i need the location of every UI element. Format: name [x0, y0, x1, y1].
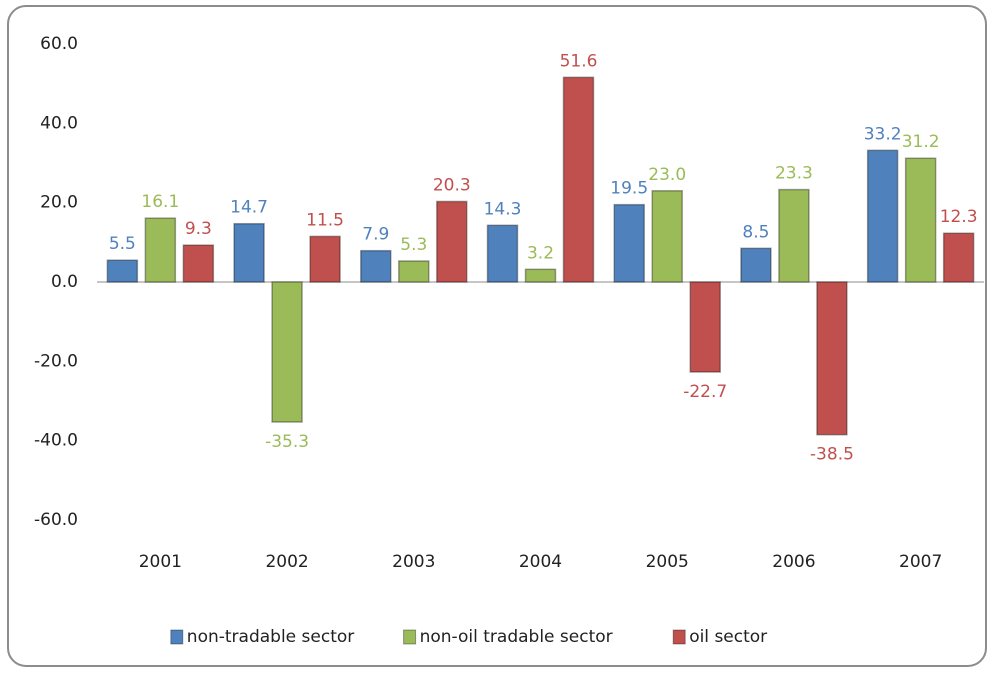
bar — [613, 203, 645, 283]
x-tick-label: 2004 — [519, 552, 562, 572]
y-tick-label: 40.0 — [40, 113, 78, 133]
value-label: -38.5 — [810, 445, 854, 465]
bar — [106, 259, 139, 283]
x-tick-label: 2001 — [139, 552, 182, 572]
bar — [398, 260, 430, 283]
value-label: -35.3 — [265, 432, 309, 452]
x-tick-label: 2007 — [899, 552, 942, 572]
bar — [486, 224, 519, 283]
value-label: 23.0 — [648, 165, 686, 185]
bar — [651, 190, 683, 283]
bar — [740, 247, 772, 283]
bar — [360, 249, 392, 283]
bar — [689, 281, 721, 373]
bar — [309, 235, 341, 283]
y-tick-label: -40.0 — [34, 431, 78, 451]
value-label: 19.5 — [610, 179, 648, 199]
x-tick-label: 2005 — [646, 552, 689, 572]
value-label: 14.3 — [484, 199, 522, 219]
value-label: 3.2 — [527, 243, 554, 263]
value-label: 20.3 — [433, 175, 471, 195]
x-tick-label: 2002 — [265, 552, 308, 572]
legend-swatch — [170, 629, 184, 645]
value-label: 31.2 — [902, 132, 940, 152]
y-tick-label: -20.0 — [34, 351, 78, 371]
y-tick-label: -60.0 — [34, 510, 78, 530]
bar — [233, 222, 265, 283]
legend-swatch — [672, 629, 686, 645]
value-label: 23.3 — [775, 164, 813, 184]
bar — [182, 244, 215, 283]
value-label: -22.7 — [683, 382, 727, 402]
x-tick-label: 2003 — [392, 552, 435, 572]
y-tick-label: 60.0 — [40, 34, 78, 54]
value-label: 16.1 — [141, 192, 179, 212]
value-label: 5.3 — [400, 235, 427, 255]
value-label: 14.7 — [230, 198, 268, 218]
bar — [524, 268, 557, 283]
bar — [436, 200, 468, 283]
bar — [816, 281, 848, 436]
bar — [942, 232, 975, 283]
value-label: 51.6 — [560, 51, 598, 71]
value-label: 9.3 — [185, 219, 212, 239]
value-label: 12.3 — [940, 207, 978, 227]
bar — [562, 76, 595, 283]
legend-label: non-tradable sector — [187, 627, 354, 647]
chart-border — [7, 5, 987, 667]
value-label: 33.2 — [864, 124, 902, 144]
value-label: 8.5 — [742, 222, 769, 242]
legend-swatch — [403, 629, 417, 645]
y-tick-label: 0.0 — [51, 272, 78, 292]
x-tick-label: 2006 — [772, 552, 815, 572]
bar — [271, 281, 303, 423]
legend-label: non-oil tradable sector — [420, 627, 613, 647]
bar — [904, 157, 937, 283]
value-label: 7.9 — [362, 225, 389, 245]
bar — [866, 149, 899, 283]
bar — [778, 188, 810, 283]
y-tick-label: 20.0 — [40, 193, 78, 213]
legend-label: oil sector — [689, 627, 767, 647]
bar — [144, 217, 177, 283]
value-label: 5.5 — [109, 234, 136, 254]
value-label: 11.5 — [306, 210, 344, 230]
